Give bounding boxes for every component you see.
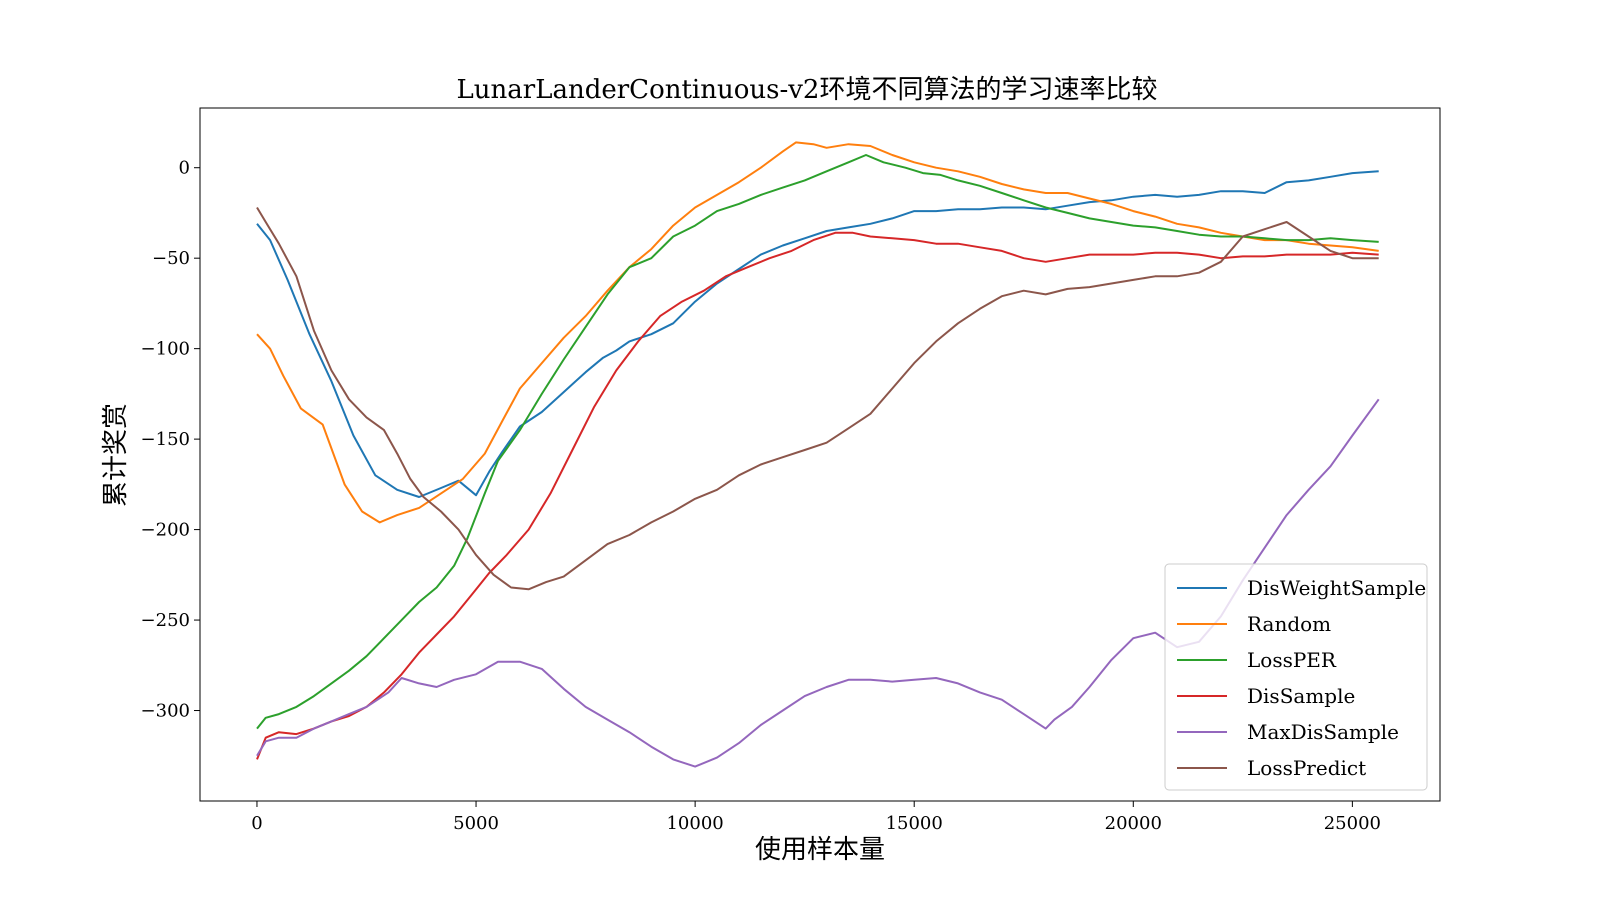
series-line-4 (256, 231, 1379, 760)
x-axis-ticks: 0 5000 10000 15000 20000 25000 (251, 801, 1381, 834)
x-tick-label: 25000 (1324, 813, 1381, 834)
legend-label: Random (1247, 612, 1331, 636)
chart-title: LunarLanderContinuous-v2环境不同算法的学习速率比较 (457, 75, 1158, 105)
x-tick-label: 10000 (666, 813, 723, 834)
x-tick-label: 5000 (453, 813, 499, 834)
series-line-1 (256, 170, 1379, 498)
y-tick-label: −250 (141, 610, 190, 631)
legend-label: LossPredict (1247, 756, 1366, 780)
plot-area-frame (199, 107, 1441, 802)
y-axis-ticks: 0 −50 −100 −150 −200 −250 −300 (141, 158, 200, 722)
y-tick-label: 0 (179, 158, 190, 179)
legend-label: LossPER (1247, 648, 1337, 672)
y-tick-label: −300 (141, 701, 190, 722)
legend-box (1164, 563, 1428, 791)
x-tick-label: 0 (251, 813, 262, 834)
legend-label: MaxDisSample (1247, 720, 1399, 744)
legend-label: DisSample (1247, 684, 1355, 708)
y-tick-label: −150 (141, 429, 190, 450)
legend-label: DisWeightSample (1247, 576, 1426, 600)
x-axis-label: 使用样本量 (755, 835, 885, 865)
x-tick-label: 15000 (886, 813, 943, 834)
legend: DisWeightSample Random LossPER DisSample Max… (1164, 563, 1428, 791)
y-axis-label: 累计奖赏 (101, 403, 131, 507)
x-tick-label: 20000 (1105, 813, 1162, 834)
y-tick-label: −50 (152, 248, 190, 269)
series-lines (256, 141, 1380, 768)
series-line-3 (256, 154, 1379, 730)
series-line-6 (256, 206, 1379, 591)
y-tick-label: −200 (141, 520, 190, 541)
series-line-2 (256, 141, 1379, 524)
y-tick-label: −100 (141, 339, 190, 360)
